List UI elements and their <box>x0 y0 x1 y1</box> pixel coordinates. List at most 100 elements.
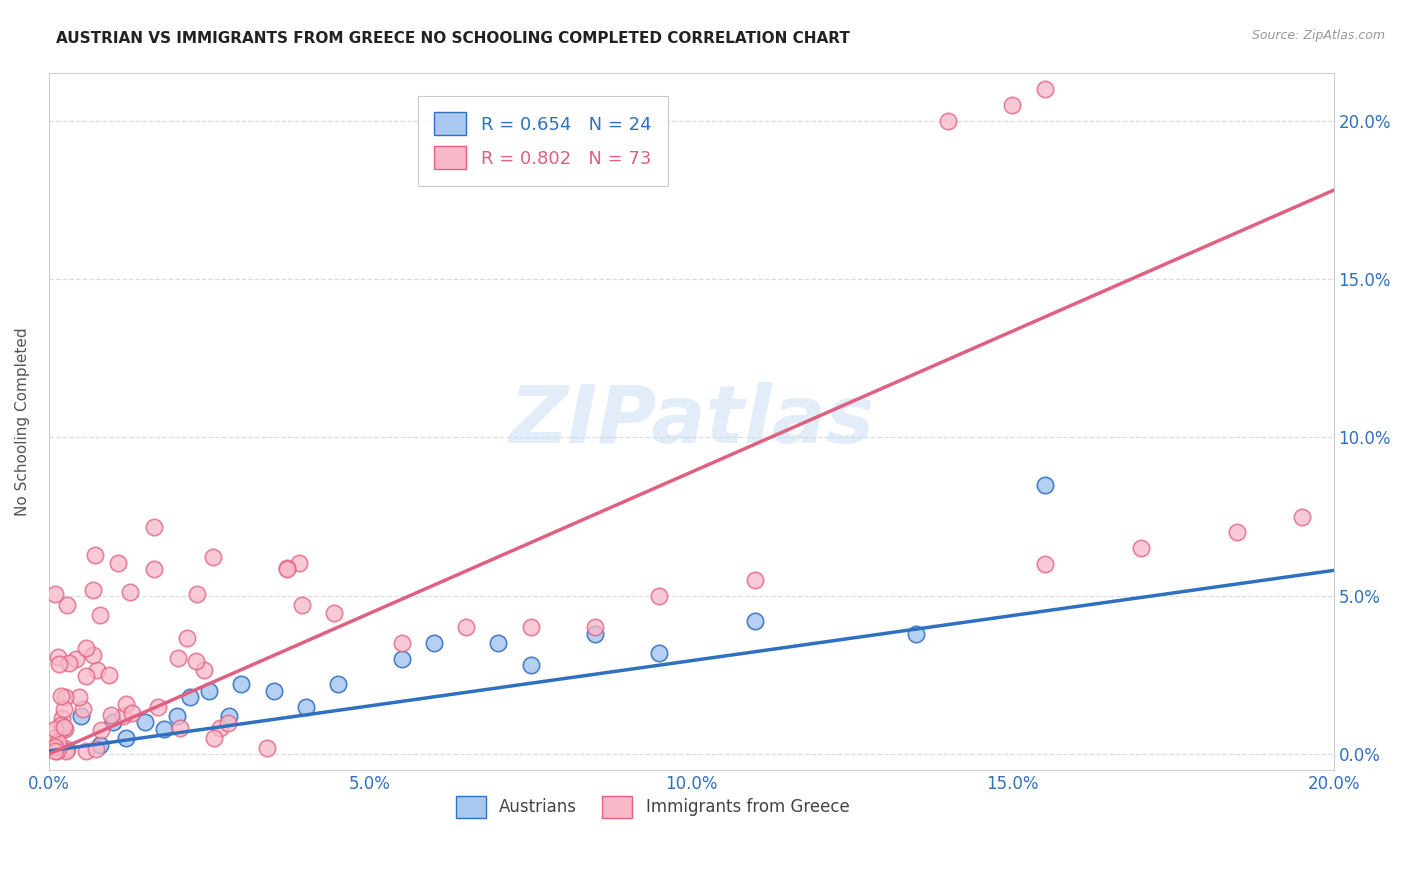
Point <box>204 731 226 746</box>
Text: ZIPatlas: ZIPatlas <box>509 383 873 460</box>
Point <box>52 702 75 716</box>
Point <box>186 587 208 601</box>
Point <box>44 723 66 737</box>
Point <box>72 702 94 716</box>
Text: AUSTRIAN VS IMMIGRANTS FROM GREECE NO SCHOOLING COMPLETED CORRELATION CHART: AUSTRIAN VS IMMIGRANTS FROM GREECE NO SC… <box>56 31 851 46</box>
Point <box>75 641 97 656</box>
Point <box>256 741 278 756</box>
Point <box>83 548 105 562</box>
Point <box>82 583 104 598</box>
Point <box>202 549 225 564</box>
Point <box>294 699 316 714</box>
Point <box>65 652 87 666</box>
Point <box>98 668 121 682</box>
Point <box>89 608 111 623</box>
Point <box>48 740 70 755</box>
Point <box>115 697 138 711</box>
Point <box>323 606 346 620</box>
Point <box>142 562 165 576</box>
Point <box>276 560 298 574</box>
Point <box>1291 509 1313 524</box>
Point <box>101 715 124 730</box>
Point <box>115 731 138 746</box>
Point <box>519 658 541 673</box>
Point <box>1033 478 1056 492</box>
Point <box>648 589 671 603</box>
Point <box>53 690 76 704</box>
Point <box>288 556 311 570</box>
Point <box>46 735 69 749</box>
Y-axis label: No Schooling Completed: No Schooling Completed <box>15 327 30 516</box>
Point <box>75 668 97 682</box>
Point <box>519 620 541 634</box>
Point <box>45 744 67 758</box>
Text: Source: ZipAtlas.com: Source: ZipAtlas.com <box>1251 29 1385 42</box>
Point <box>51 711 73 725</box>
Point <box>1033 557 1056 571</box>
Point <box>179 690 201 705</box>
Point <box>744 573 766 587</box>
Point <box>391 652 413 666</box>
Point <box>48 657 70 671</box>
Point <box>166 651 188 665</box>
Point <box>326 677 349 691</box>
Point <box>51 722 73 736</box>
Point <box>744 614 766 628</box>
Point <box>121 706 143 721</box>
Point <box>263 683 285 698</box>
Point <box>169 721 191 735</box>
Point <box>231 677 253 691</box>
Point <box>905 626 928 640</box>
Point <box>217 715 239 730</box>
Point <box>134 715 156 730</box>
Point <box>56 742 79 756</box>
Point <box>55 744 77 758</box>
Point <box>53 722 76 736</box>
Point <box>53 720 76 734</box>
Point <box>153 722 176 736</box>
Point <box>291 598 314 612</box>
Point <box>75 744 97 758</box>
Point <box>82 648 104 662</box>
Point <box>90 723 112 737</box>
Point <box>89 738 111 752</box>
Point <box>100 708 122 723</box>
Point <box>86 663 108 677</box>
Point <box>583 626 606 640</box>
Point <box>49 689 72 703</box>
Point <box>583 620 606 634</box>
Point <box>198 683 221 698</box>
Point <box>391 636 413 650</box>
Point <box>56 598 79 612</box>
Point <box>44 731 66 745</box>
Point <box>112 709 135 723</box>
Point <box>146 699 169 714</box>
Legend: Austrians, Immigrants from Greece: Austrians, Immigrants from Greece <box>450 789 856 824</box>
Point <box>218 709 240 723</box>
Point <box>423 636 446 650</box>
Point <box>184 654 207 668</box>
Point <box>276 561 298 575</box>
Point <box>46 650 69 665</box>
Point <box>1226 525 1249 540</box>
Point <box>1129 541 1152 556</box>
Point <box>488 636 510 650</box>
Point <box>193 663 215 677</box>
Point <box>107 556 129 570</box>
Point <box>84 741 107 756</box>
Point <box>44 744 66 758</box>
Point <box>142 519 165 533</box>
Point <box>166 709 188 723</box>
Point <box>936 113 959 128</box>
Point <box>58 657 80 671</box>
Point <box>208 721 231 735</box>
Point <box>67 690 90 705</box>
Point <box>44 740 66 755</box>
Point <box>44 587 66 601</box>
Point <box>648 646 671 660</box>
Point <box>49 718 72 732</box>
Point <box>1033 82 1056 96</box>
Point <box>70 709 93 723</box>
Point <box>118 585 141 599</box>
Point <box>1001 97 1024 112</box>
